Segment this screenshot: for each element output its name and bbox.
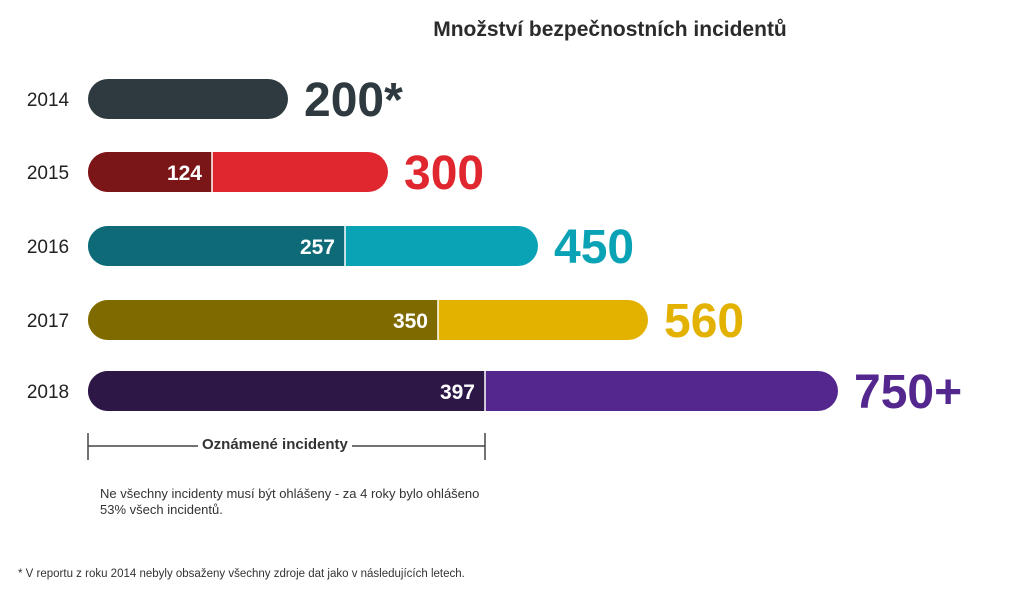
bar-reported-2018 [88,371,485,411]
bar-group-2014: 2014 200* [27,74,403,127]
total-label-2015: 300 [404,147,484,200]
reported-label-2015: 124 [167,162,202,185]
year-label-2015: 2015 [27,163,69,184]
reported-label-2018: 397 [440,381,475,404]
chart-note: Ne všechny incidenty musí být ohlášeny -… [100,486,480,517]
bar-reported-2015 [88,152,212,192]
chart-footnote: * V reportu z roku 2014 nebyly obsaženy … [18,568,465,580]
year-label-2014: 2014 [27,90,70,111]
bar-group-2018: 2018 397 750+ [27,366,962,419]
bar-group-2015: 2015 124 300 [27,147,484,200]
year-label-2017: 2017 [27,311,69,332]
bar-group-2017: 2017 350 560 [27,295,744,348]
total-label-2014: 200* [304,74,403,127]
bracket-label: Oznámené incidenty [198,436,352,453]
total-label-2016: 450 [554,221,634,274]
year-label-2018: 2018 [27,382,69,403]
total-label-2018: 750+ [854,366,962,419]
reported-label-2017: 350 [393,310,428,333]
reported-label-2016: 257 [300,236,335,259]
bar-group-2016: 2016 257 450 [27,221,634,274]
total-label-2017: 560 [664,295,744,348]
bar-reported-2016 [88,226,345,266]
bar-total-2014 [88,79,288,119]
year-label-2016: 2016 [27,237,69,258]
bar-reported-2017 [88,300,438,340]
chart-title: Množství bezpečnostních incidentů [433,18,787,41]
